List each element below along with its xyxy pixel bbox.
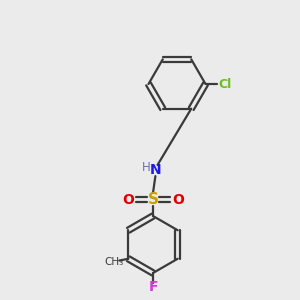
Text: O: O xyxy=(122,193,134,206)
Text: F: F xyxy=(148,280,158,294)
Text: H: H xyxy=(142,160,151,174)
Text: CH₃: CH₃ xyxy=(105,257,124,267)
Text: Cl: Cl xyxy=(218,77,232,91)
Text: S: S xyxy=(148,192,158,207)
Text: N: N xyxy=(150,163,161,176)
Text: O: O xyxy=(172,193,184,206)
